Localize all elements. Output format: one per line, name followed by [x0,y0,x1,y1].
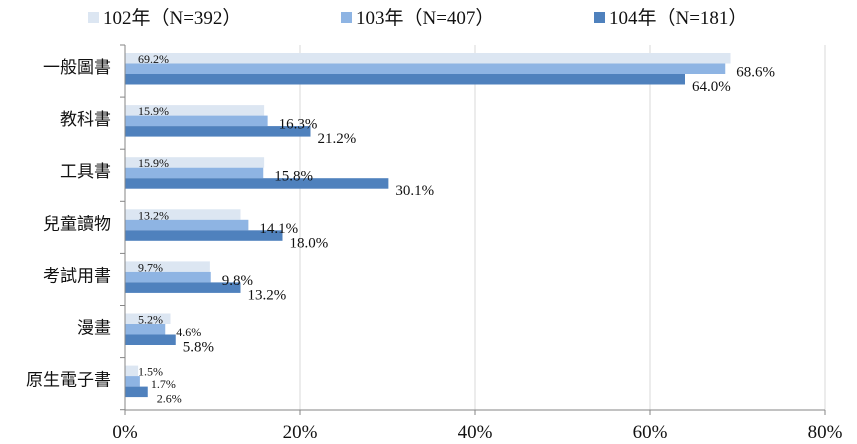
x-tick-label: 0% [112,422,138,443]
bar [125,74,685,85]
data-label: 30.1% [395,183,434,199]
data-label: 2.6% [157,392,182,406]
bars [125,53,731,398]
bar [125,376,140,387]
x-tick-label: 20% [283,422,318,443]
legend-swatch [341,12,352,23]
bar [125,334,176,345]
data-label: 4.6% [176,325,201,339]
data-label: 16.3% [279,117,318,133]
category-label: 原生電子書 [26,371,111,391]
data-label: 15.9% [138,104,169,118]
data-label: 9.7% [138,260,163,274]
tick-labels: 0% 20% 40% 60% 80% [112,422,842,443]
legend: 102年（N=392） 103年（N=407） 104年（N=181） [88,7,747,29]
category-label: 教科書 [60,110,111,130]
bar [125,115,268,127]
bar [125,219,249,231]
bar [125,324,166,335]
data-label: 18.0% [290,235,329,251]
bar [125,261,210,272]
category-label: 考試用書 [43,266,111,286]
bar [125,178,389,189]
category-label: 工具書 [60,162,111,182]
bar [125,53,731,64]
bar [125,63,726,74]
data-label: 15.9% [138,156,169,170]
bar [125,157,265,168]
legend-label: 103年（N=407） [356,7,494,29]
data-label: 1.5% [138,365,163,379]
bar [125,209,241,220]
data-label: 1.7% [151,377,176,391]
x-tick-label: 40% [458,422,493,443]
data-label: 14.1% [259,221,298,237]
bar [125,386,148,398]
data-label: 15.8% [274,169,313,185]
legend-label: 104年（N=181） [609,7,747,29]
data-label: 69.2% [138,52,169,66]
x-tick-label: 60% [633,422,668,443]
bar [125,282,241,293]
category-label: 漫畫 [77,319,111,339]
data-label: 64.0% [692,79,731,95]
bar [125,105,265,116]
bar [125,313,171,324]
data-label: 21.2% [318,131,357,147]
bar [125,230,283,241]
data-label: 13.2% [248,287,287,303]
data-labels: 69.2% 68.6% 64.0% 15.9% 16.3%21.2% 15.9% 15.8%… [138,52,775,406]
axes [120,44,826,415]
bar [125,365,139,377]
gridlines [299,45,826,410]
legend-label: 102年（N=392） [103,7,241,29]
category-label: 一般圖書 [43,58,111,78]
bar [125,167,264,179]
data-label: 5.8% [183,340,214,356]
data-label: 9.8% [222,273,253,289]
legend-swatch [88,12,99,23]
data-label: 68.6% [736,65,775,81]
category-label: 兒童讀物 [43,214,111,234]
data-label: 13.2% [138,208,169,222]
bar [125,271,211,283]
legend-swatch [594,12,605,23]
bar [125,126,311,137]
x-tick-label: 80% [808,422,843,443]
data-label: 5.2% [138,313,163,327]
